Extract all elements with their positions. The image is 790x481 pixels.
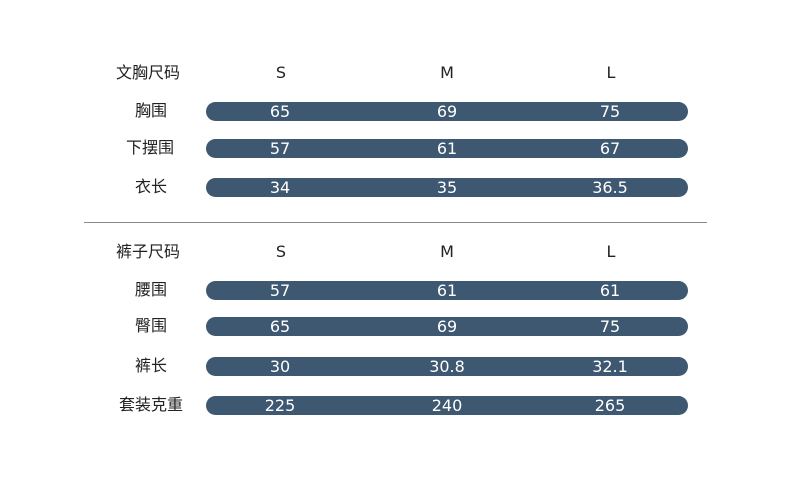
value-bar: 65 69 75 (206, 102, 688, 121)
bra-size-header: 文胸尺码 (116, 63, 181, 82)
value-l: 75 (599, 317, 621, 336)
value-l: 265 (594, 396, 626, 415)
value-m: 30.8 (429, 357, 465, 376)
value-l: 75 (599, 102, 621, 121)
bra-header-row: 文胸尺码 S M L (0, 61, 790, 85)
column-m-header: M (440, 63, 454, 82)
column-m-header: M (440, 242, 454, 261)
row-label: 臀围 (135, 316, 168, 335)
value-s: 57 (269, 281, 291, 300)
column-s-header: S (275, 242, 287, 261)
pants-row-set-weight: 套装克重 225 240 265 (0, 394, 790, 416)
column-l-header: L (606, 242, 616, 261)
bra-row-underbust: 下摆围 57 61 67 (0, 137, 790, 159)
pants-size-header: 裤子尺码 (116, 242, 181, 261)
row-label: 胸围 (135, 101, 168, 120)
value-m: 240 (431, 396, 463, 415)
value-s: 30 (269, 357, 291, 376)
value-l: 32.1 (592, 357, 628, 376)
row-label: 裤长 (135, 356, 168, 375)
value-m: 69 (436, 102, 458, 121)
value-l: 36.5 (592, 178, 628, 197)
section-divider (84, 222, 707, 223)
bra-row-length: 衣长 34 35 36.5 (0, 176, 790, 198)
row-label: 腰围 (135, 280, 168, 299)
value-m: 35 (436, 178, 458, 197)
bra-row-bust: 胸围 65 69 75 (0, 100, 790, 122)
value-bar: 225 240 265 (206, 396, 688, 415)
row-label: 下摆围 (126, 138, 175, 157)
value-l: 61 (599, 281, 621, 300)
value-bar: 30 30.8 32.1 (206, 357, 688, 376)
pants-row-hip: 臀围 65 69 75 (0, 315, 790, 337)
value-bar: 65 69 75 (206, 317, 688, 336)
value-bar: 57 61 67 (206, 139, 688, 158)
pants-row-waist: 腰围 57 61 61 (0, 279, 790, 301)
value-bar: 34 35 36.5 (206, 178, 688, 197)
value-s: 57 (269, 139, 291, 158)
pants-header-row: 裤子尺码 S M L (0, 240, 790, 264)
value-l: 67 (599, 139, 621, 158)
value-s: 65 (269, 102, 291, 121)
value-m: 61 (436, 139, 458, 158)
column-s-header: S (275, 63, 287, 82)
value-m: 69 (436, 317, 458, 336)
value-s: 34 (269, 178, 291, 197)
row-label: 衣长 (135, 177, 168, 196)
value-m: 61 (436, 281, 458, 300)
column-l-header: L (606, 63, 616, 82)
row-label: 套装克重 (119, 395, 184, 414)
value-bar: 57 61 61 (206, 281, 688, 300)
value-s: 225 (264, 396, 296, 415)
pants-row-length: 裤长 30 30.8 32.1 (0, 355, 790, 377)
value-s: 65 (269, 317, 291, 336)
